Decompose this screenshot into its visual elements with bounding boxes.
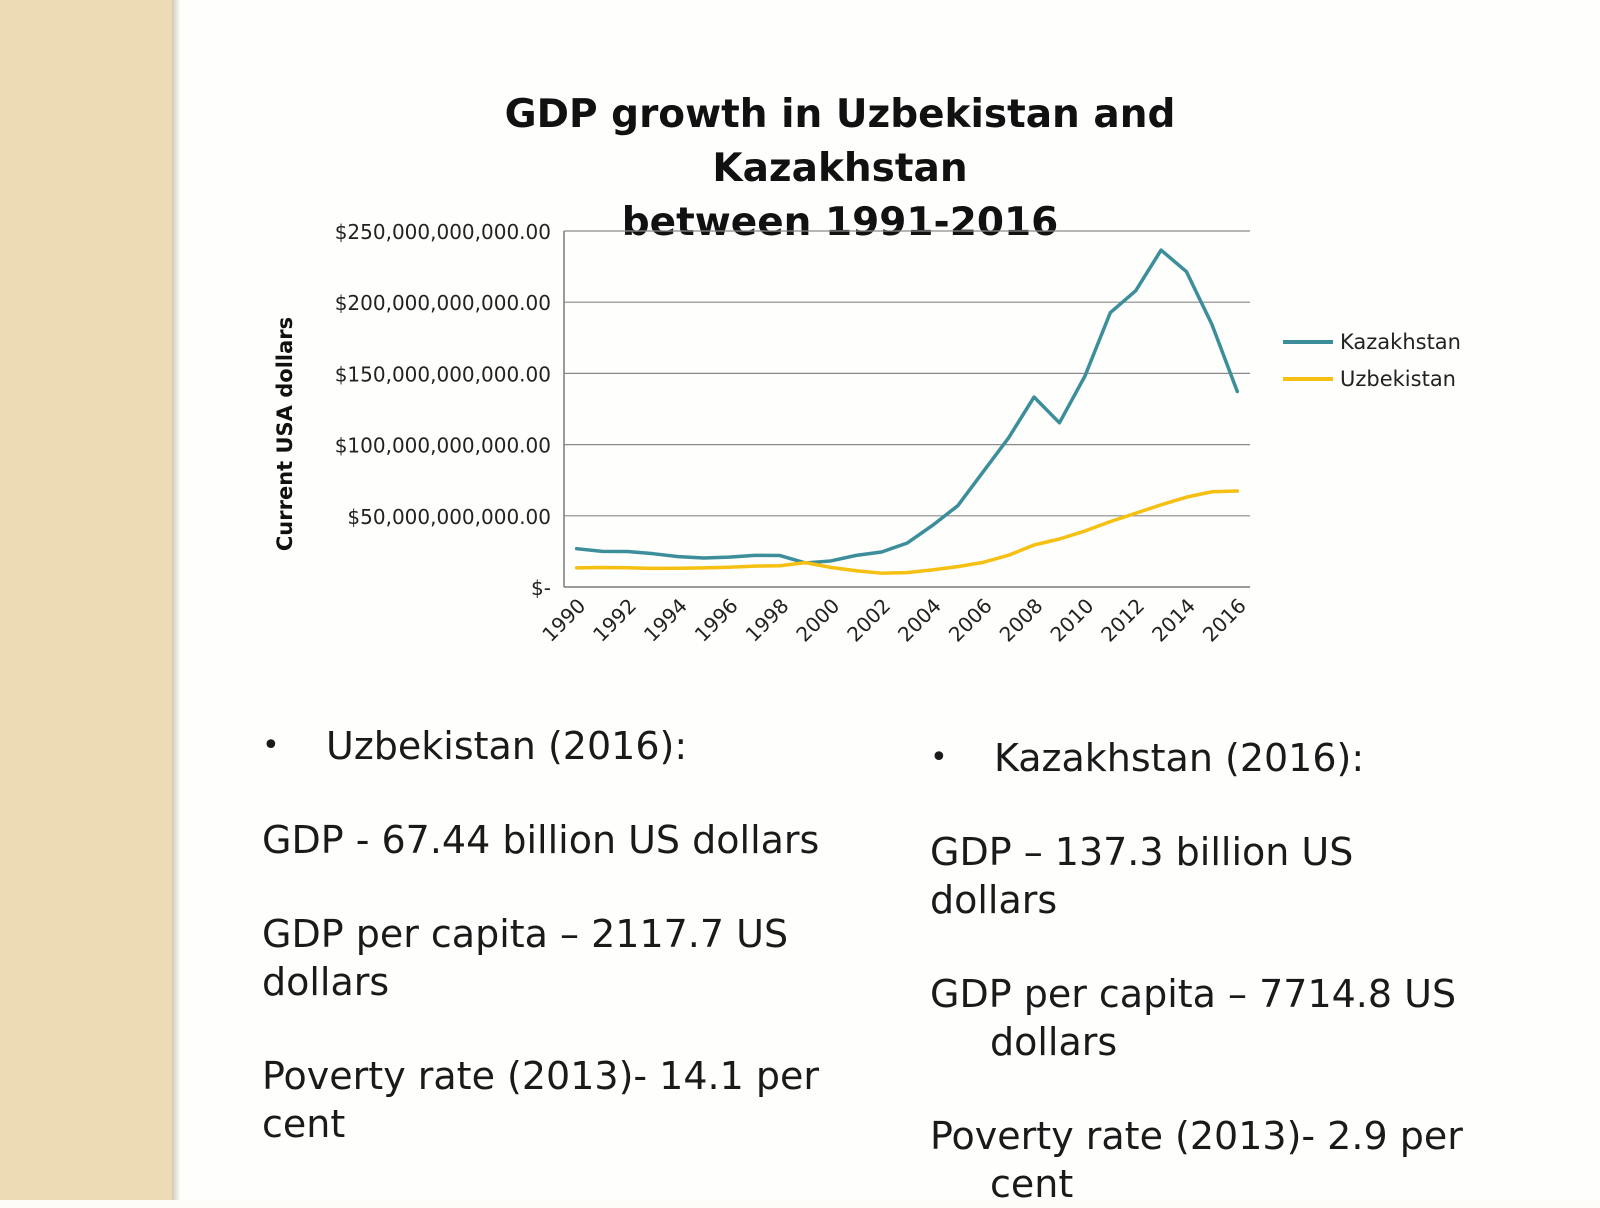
y-tick-label: $200,000,000,000.00 [335,291,551,315]
x-tick-label: 2002 [842,594,895,647]
x-tick-label: 1994 [639,594,692,647]
legend-label-kazakhstan: Kazakhstan [1340,330,1461,354]
series-line-uzbekistan [574,489,1240,575]
x-tick-label: 2000 [791,594,844,647]
chart-title-line-2: between 1991-2016 [621,200,1059,245]
sidebar-shadow [172,0,180,1200]
x-tick-label: 2006 [944,594,997,647]
x-tick-label: 1990 [537,594,590,647]
x-tick-label: 1992 [588,594,641,647]
y-tick-label: $150,000,000,000.00 [335,362,551,386]
uzbekistan-heading-item: • Uzbekistan (2016): [262,722,822,770]
series-lines [574,248,1240,575]
y-tick-label: $50,000,000,000.00 [347,505,551,529]
legend-label-uzbekistan: Uzbekistan [1340,367,1456,391]
x-tick-labels: 1990199219941996199820002002200420062008… [537,594,1251,647]
kazakhstan-heading-item: • Kazakhstan (2016): [930,734,1490,782]
x-tick-label: 2012 [1096,594,1149,647]
uzbekistan-heading: Uzbekistan (2016): [326,724,688,768]
uzbekistan-gdp-per-capita: GDP per capita – 2117.7 US dollars [262,912,789,1004]
y-tick-labels: $- $50,000,000,000.00 $100,000,000,000.00 $… [335,220,551,600]
bullet-icon: • [262,728,280,763]
bullet-icon: • [930,740,948,775]
x-tick-label: 2008 [995,594,1048,647]
x-tick-label: 2016 [1198,594,1251,647]
x-tick-label: 2014 [1147,594,1200,647]
x-tick-label: 1996 [690,594,743,647]
legend: Kazakhstan Uzbekistan [1283,330,1461,391]
x-tick-label: 2004 [893,594,946,647]
kazakhstan-heading: Kazakhstan (2016): [994,736,1365,780]
x-tick-label: 1998 [741,594,794,647]
gridlines [564,230,1250,517]
uzbekistan-stats: • Uzbekistan (2016): GDP - 67.44 billion… [262,722,822,1148]
uzbekistan-poverty-rate: Poverty rate (2013)- 14.1 per cent [262,1054,819,1146]
chart-title: GDP growth in Uzbekistan and Kazakhstan … [400,88,1280,250]
series-line-kazakhstan [574,248,1240,565]
kazakhstan-stats: • Kazakhstan (2016): GDP – 137.3 billion… [930,734,1490,1208]
y-tick-label: $250,000,000,000.00 [335,220,551,244]
kazakhstan-poverty-rate: Poverty rate (2013)- 2.9 per cent [930,1114,1463,1206]
kazakhstan-gdp: GDP – 137.3 billion US dollars [930,830,1354,922]
slide-background [180,0,1600,1200]
uzbekistan-gdp: GDP - 67.44 billion US dollars [262,818,820,862]
y-tick-label: $100,000,000,000.00 [335,434,551,458]
y-axis-label: Current USA dollars [273,317,297,551]
axes [563,231,1250,588]
y-tick-label: $- [531,576,551,600]
sidebar-decoration [0,0,172,1200]
chart-title-line-1: GDP growth in Uzbekistan and Kazakhstan [504,92,1176,191]
kazakhstan-gdp-per-capita: GDP per capita – 7714.8 US dollars [930,972,1457,1064]
line-chart: $- $50,000,000,000.00 $100,000,000,000.00 $… [273,220,1461,647]
x-tick-label: 2010 [1045,594,1098,647]
